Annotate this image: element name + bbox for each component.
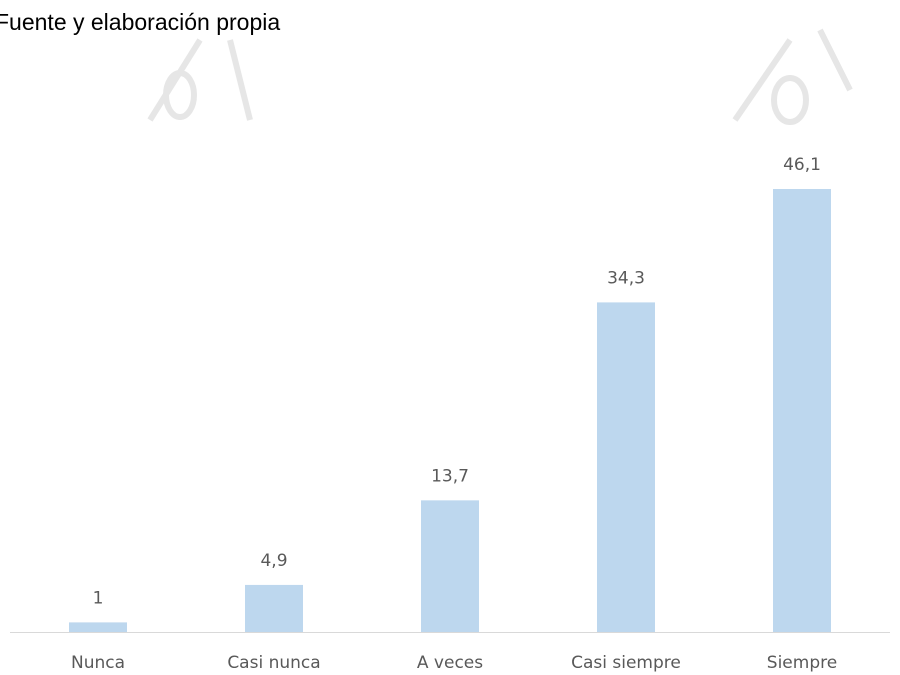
x-tick-label: Siempre xyxy=(767,653,837,673)
x-tick-label: Casi nunca xyxy=(227,653,320,673)
data-label: 46,1 xyxy=(783,155,821,175)
data-label: 1 xyxy=(93,588,104,608)
data-label: 4,9 xyxy=(260,551,287,571)
bar xyxy=(245,584,303,632)
bar xyxy=(597,302,655,632)
bar xyxy=(69,622,127,632)
bar xyxy=(773,189,831,632)
data-label: 13,7 xyxy=(431,466,469,486)
data-label: 34,3 xyxy=(607,268,645,288)
x-tick-label: A veces xyxy=(417,653,483,673)
x-tick-label: Nunca xyxy=(71,653,125,673)
x-tick-label: Casi siempre xyxy=(571,653,681,673)
bar xyxy=(421,500,479,632)
watermark xyxy=(147,28,853,125)
source-note: Fuente y elaboración propia xyxy=(0,9,280,35)
